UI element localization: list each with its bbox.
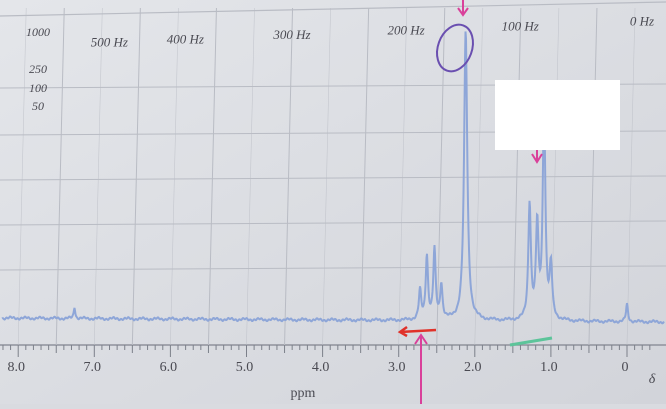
sweep-width-label: 250 — [29, 62, 47, 76]
sweep-width-labels: 1000 250 100 50 — [26, 25, 50, 113]
hz-tick-label: 400 Hz — [167, 31, 204, 46]
ppm-tick-label: 3.0 — [388, 360, 406, 375]
grid-vertical-line — [207, 7, 217, 346]
grid-vertical-line — [246, 7, 255, 346]
ppm-tick-labels: 8.0 7.0 6.0 5.0 4.0 3.0 2.0 1.0 0 — [7, 360, 628, 375]
delta-symbol: δ — [649, 372, 656, 387]
sweep-width-label: 1000 — [26, 25, 50, 39]
x-axis-title: ppm — [291, 386, 316, 401]
grid-horizontal-line — [0, 220, 666, 226]
sweep-width-label: 100 — [29, 81, 47, 95]
annotation-circle — [436, 23, 474, 73]
annotation-top-arrow — [457, 0, 469, 17]
grid-vertical-line — [360, 7, 370, 346]
ppm-tick-label: 5.0 — [236, 360, 254, 375]
grid-vertical-line — [17, 7, 27, 346]
hz-tick-label: 300 Hz — [272, 27, 310, 42]
hz-tick-label: 200 Hz — [387, 23, 424, 38]
grid-vertical-line — [284, 7, 294, 346]
ppm-tick-label: 1.0 — [540, 360, 558, 375]
grid-vertical-line — [55, 7, 65, 346]
hz-tick-label: 100 Hz — [502, 18, 539, 33]
spectrum-trace — [1, 31, 665, 325]
grid-vertical-line — [398, 7, 407, 346]
chart-grid — [0, 1, 666, 346]
annotation-pink-up-arrow — [414, 333, 428, 404]
grid-vertical-line — [474, 7, 484, 346]
covered-region — [495, 80, 620, 150]
sweep-width-label: 50 — [32, 99, 44, 113]
annotation-red-left-arrow — [397, 325, 437, 338]
handwritten-annotations — [397, 0, 553, 404]
annotation-pink-down-arrow — [531, 150, 543, 164]
grid-vertical-line — [322, 7, 331, 346]
ppm-tick-label: 4.0 — [312, 360, 330, 375]
ppm-tick-label: 0 — [622, 360, 629, 375]
ppm-minor-ticks — [2, 345, 651, 357]
grid-top-border — [0, 1, 666, 17]
hz-tick-label: 500 Hz — [91, 34, 128, 49]
ppm-tick-label: 7.0 — [84, 360, 102, 375]
hz-tick-label: 0 Hz — [630, 14, 654, 29]
hz-tick-labels: 500 Hz 400 Hz 300 Hz 200 Hz 100 Hz 0 Hz — [91, 14, 654, 50]
ppm-tick-label: 2.0 — [464, 360, 482, 375]
grid-vertical-line — [94, 7, 103, 346]
grid-horizontal-line — [0, 265, 666, 271]
annotation-green-underline — [509, 336, 553, 347]
grid-horizontal-line — [0, 175, 666, 181]
ppm-tick-label: 8.0 — [7, 360, 25, 375]
ppm-tick-label: 6.0 — [160, 360, 178, 375]
grid-vertical-line — [131, 7, 141, 346]
grid-vertical-line — [170, 7, 179, 346]
grid-vertical-line — [436, 7, 446, 346]
